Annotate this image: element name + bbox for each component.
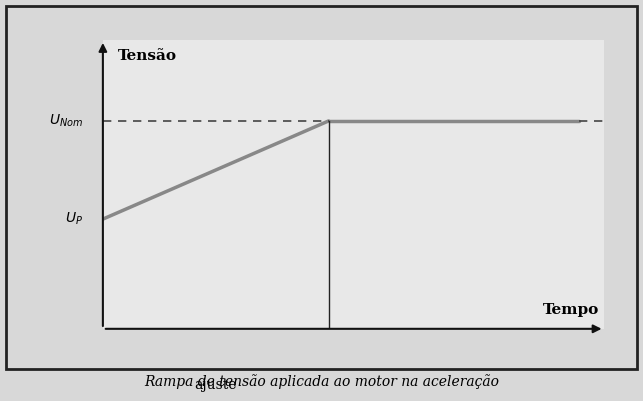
Text: ajuste: ajuste xyxy=(194,378,237,392)
Text: Rampa de tensão aplicada ao motor na aceleração: Rampa de tensão aplicada ao motor na ace… xyxy=(144,374,499,389)
Text: Tempo: Tempo xyxy=(543,303,599,317)
Text: $U_{Nom}$: $U_{Nom}$ xyxy=(49,113,83,129)
Text: $U_P$: $U_P$ xyxy=(65,211,83,227)
Text: Tensão: Tensão xyxy=(118,49,177,63)
